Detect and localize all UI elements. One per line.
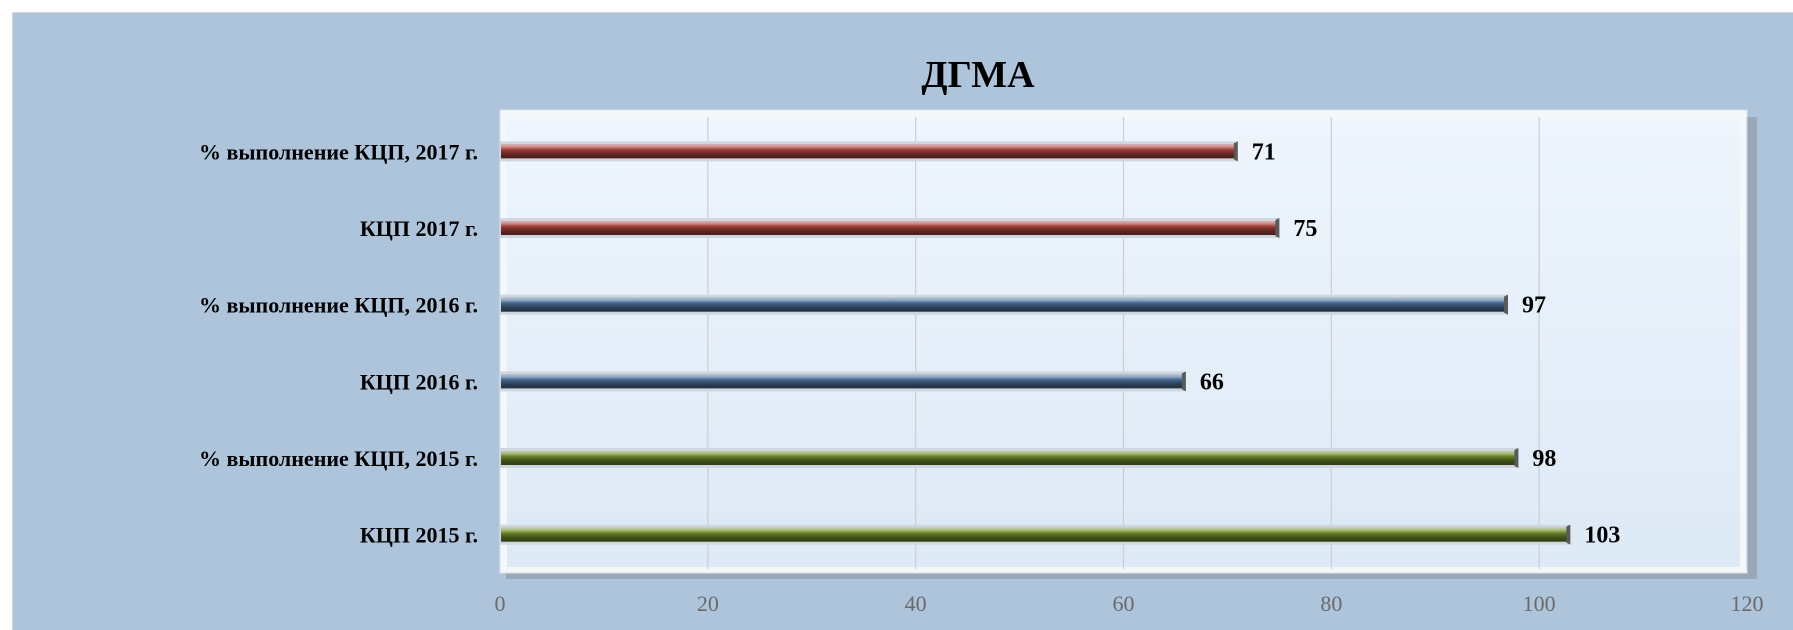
bar-group	[500, 371, 1186, 392]
y-tick-label: % выполнение КЦП, 2017 г.	[199, 139, 478, 164]
x-tick-label: 20	[697, 591, 719, 616]
bar-cap	[1566, 524, 1571, 545]
bar-shine	[501, 221, 1277, 235]
bar-group	[500, 294, 1508, 315]
bar-group	[500, 141, 1238, 162]
bar-cap	[1514, 448, 1519, 468]
bar-shine	[501, 144, 1235, 159]
bar-cap	[1275, 218, 1280, 238]
y-tick-label: КЦП 2015 г.	[360, 523, 478, 548]
x-tick-label: 120	[1731, 591, 1764, 616]
bar-shine	[501, 297, 1505, 312]
x-tick-label: 0	[495, 591, 506, 616]
data-label: 75	[1293, 216, 1317, 242]
bar-group	[500, 448, 1519, 468]
chart-title: ДГМА	[921, 54, 1035, 96]
data-label: 97	[1522, 293, 1546, 319]
bar-cap	[1233, 141, 1238, 162]
x-tick-label: 80	[1320, 591, 1342, 616]
x-tick-label: 60	[1113, 591, 1135, 616]
y-tick-label: % выполнение КЦП, 2016 г.	[199, 293, 478, 318]
data-label: 103	[1584, 523, 1620, 549]
data-label: 98	[1532, 446, 1556, 472]
data-label: 66	[1200, 369, 1224, 395]
bar-shine	[501, 451, 1516, 465]
bar-cap	[1181, 371, 1186, 392]
bar-group	[500, 524, 1571, 545]
bar-shine	[501, 374, 1183, 389]
y-tick-label: % выполнение КЦП, 2015 г.	[199, 446, 478, 471]
bar-group	[500, 218, 1280, 238]
x-tick-label: 40	[905, 591, 927, 616]
y-tick-label: КЦП 2017 г.	[360, 216, 478, 241]
bar-shine	[501, 527, 1568, 542]
y-tick-label: КЦП 2016 г.	[360, 369, 478, 394]
x-tick-label: 100	[1523, 591, 1556, 616]
data-label: 71	[1252, 139, 1276, 165]
bar-cap	[1503, 294, 1508, 315]
